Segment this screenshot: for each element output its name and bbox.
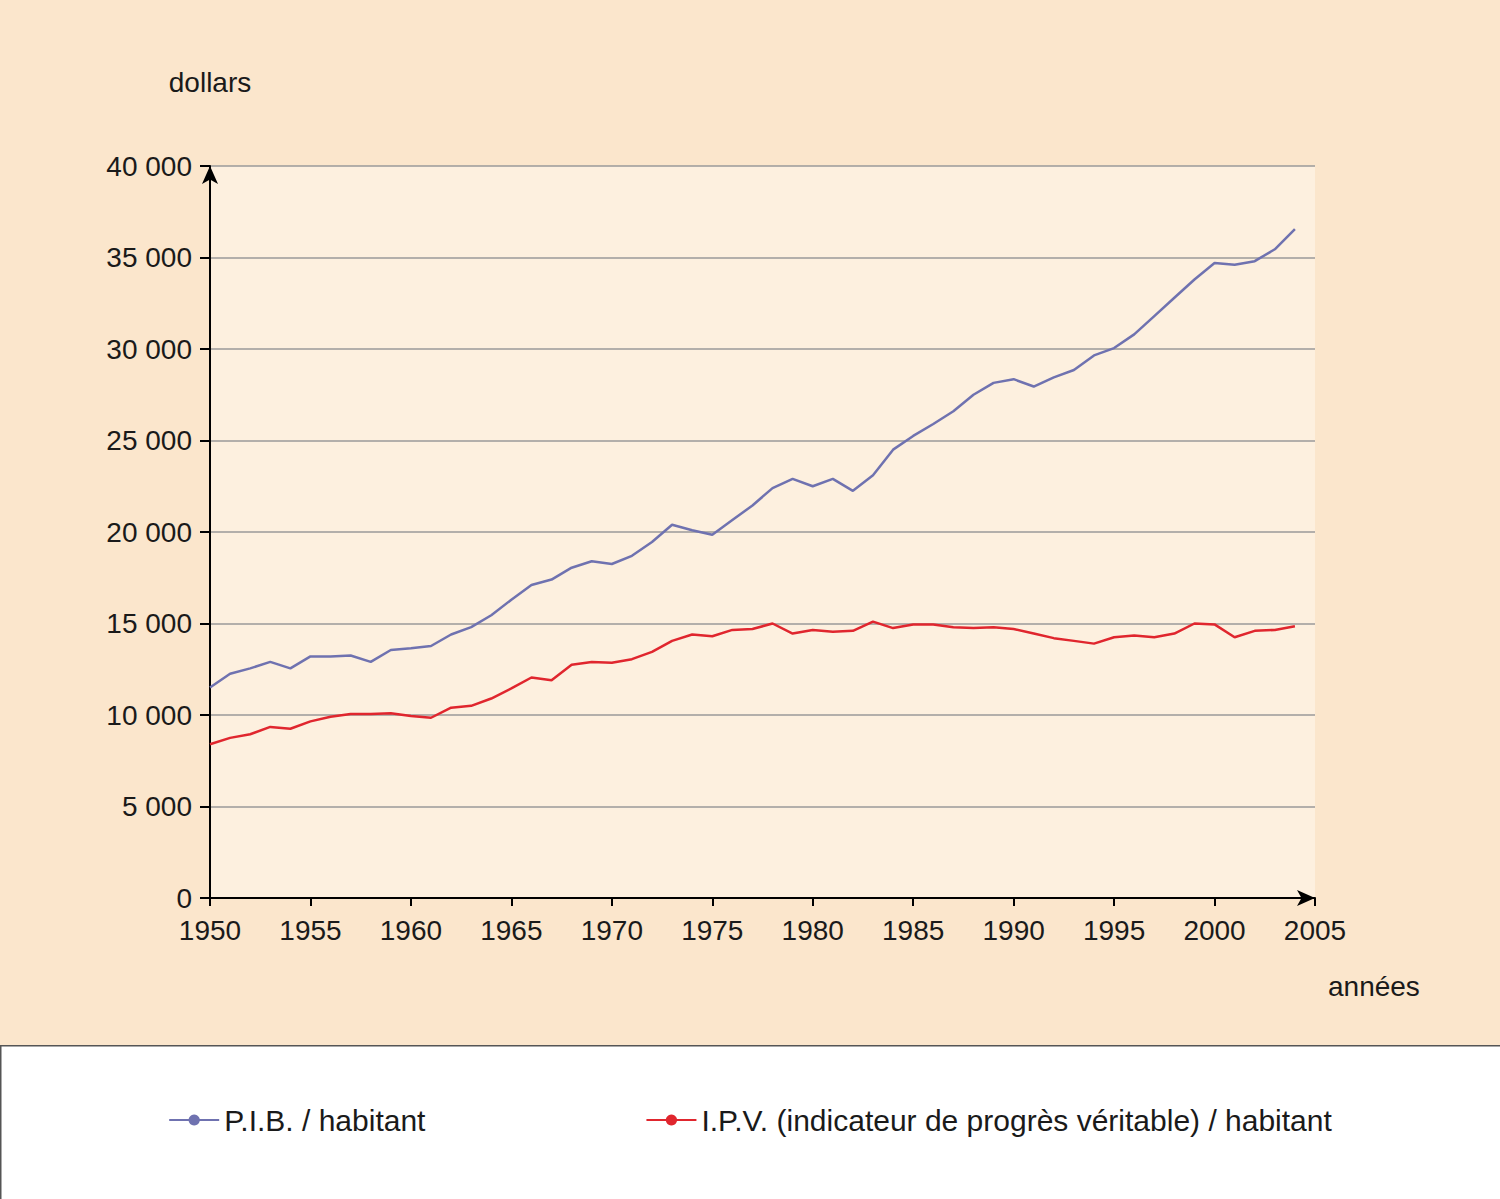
svg-text:1985: 1985 [882, 915, 944, 946]
svg-text:1975: 1975 [681, 915, 743, 946]
svg-text:1955: 1955 [279, 915, 341, 946]
svg-text:1960: 1960 [380, 915, 442, 946]
svg-text:1990: 1990 [982, 915, 1044, 946]
svg-text:35 000: 35 000 [106, 242, 192, 273]
svg-text:I.P.V. (indicateur de progrès: I.P.V. (indicateur de progrès véritable)… [701, 1104, 1332, 1137]
svg-text:2005: 2005 [1284, 915, 1346, 946]
svg-text:30 000: 30 000 [106, 334, 192, 365]
svg-text:25 000: 25 000 [106, 425, 192, 456]
svg-text:P.I.B. / habitant: P.I.B. / habitant [224, 1104, 426, 1137]
svg-text:0: 0 [176, 883, 192, 914]
svg-text:1995: 1995 [1083, 915, 1145, 946]
svg-text:2000: 2000 [1183, 915, 1245, 946]
svg-text:1970: 1970 [581, 915, 643, 946]
svg-text:1950: 1950 [179, 915, 241, 946]
svg-text:1965: 1965 [480, 915, 542, 946]
svg-text:20 000: 20 000 [106, 517, 192, 548]
svg-text:15 000: 15 000 [106, 608, 192, 639]
svg-text:40 000: 40 000 [106, 151, 192, 182]
svg-text:10 000: 10 000 [106, 700, 192, 731]
svg-text:1980: 1980 [782, 915, 844, 946]
svg-text:années: années [1328, 971, 1420, 1002]
svg-text:5 000: 5 000 [122, 791, 192, 822]
svg-text:dollars: dollars [169, 67, 251, 98]
